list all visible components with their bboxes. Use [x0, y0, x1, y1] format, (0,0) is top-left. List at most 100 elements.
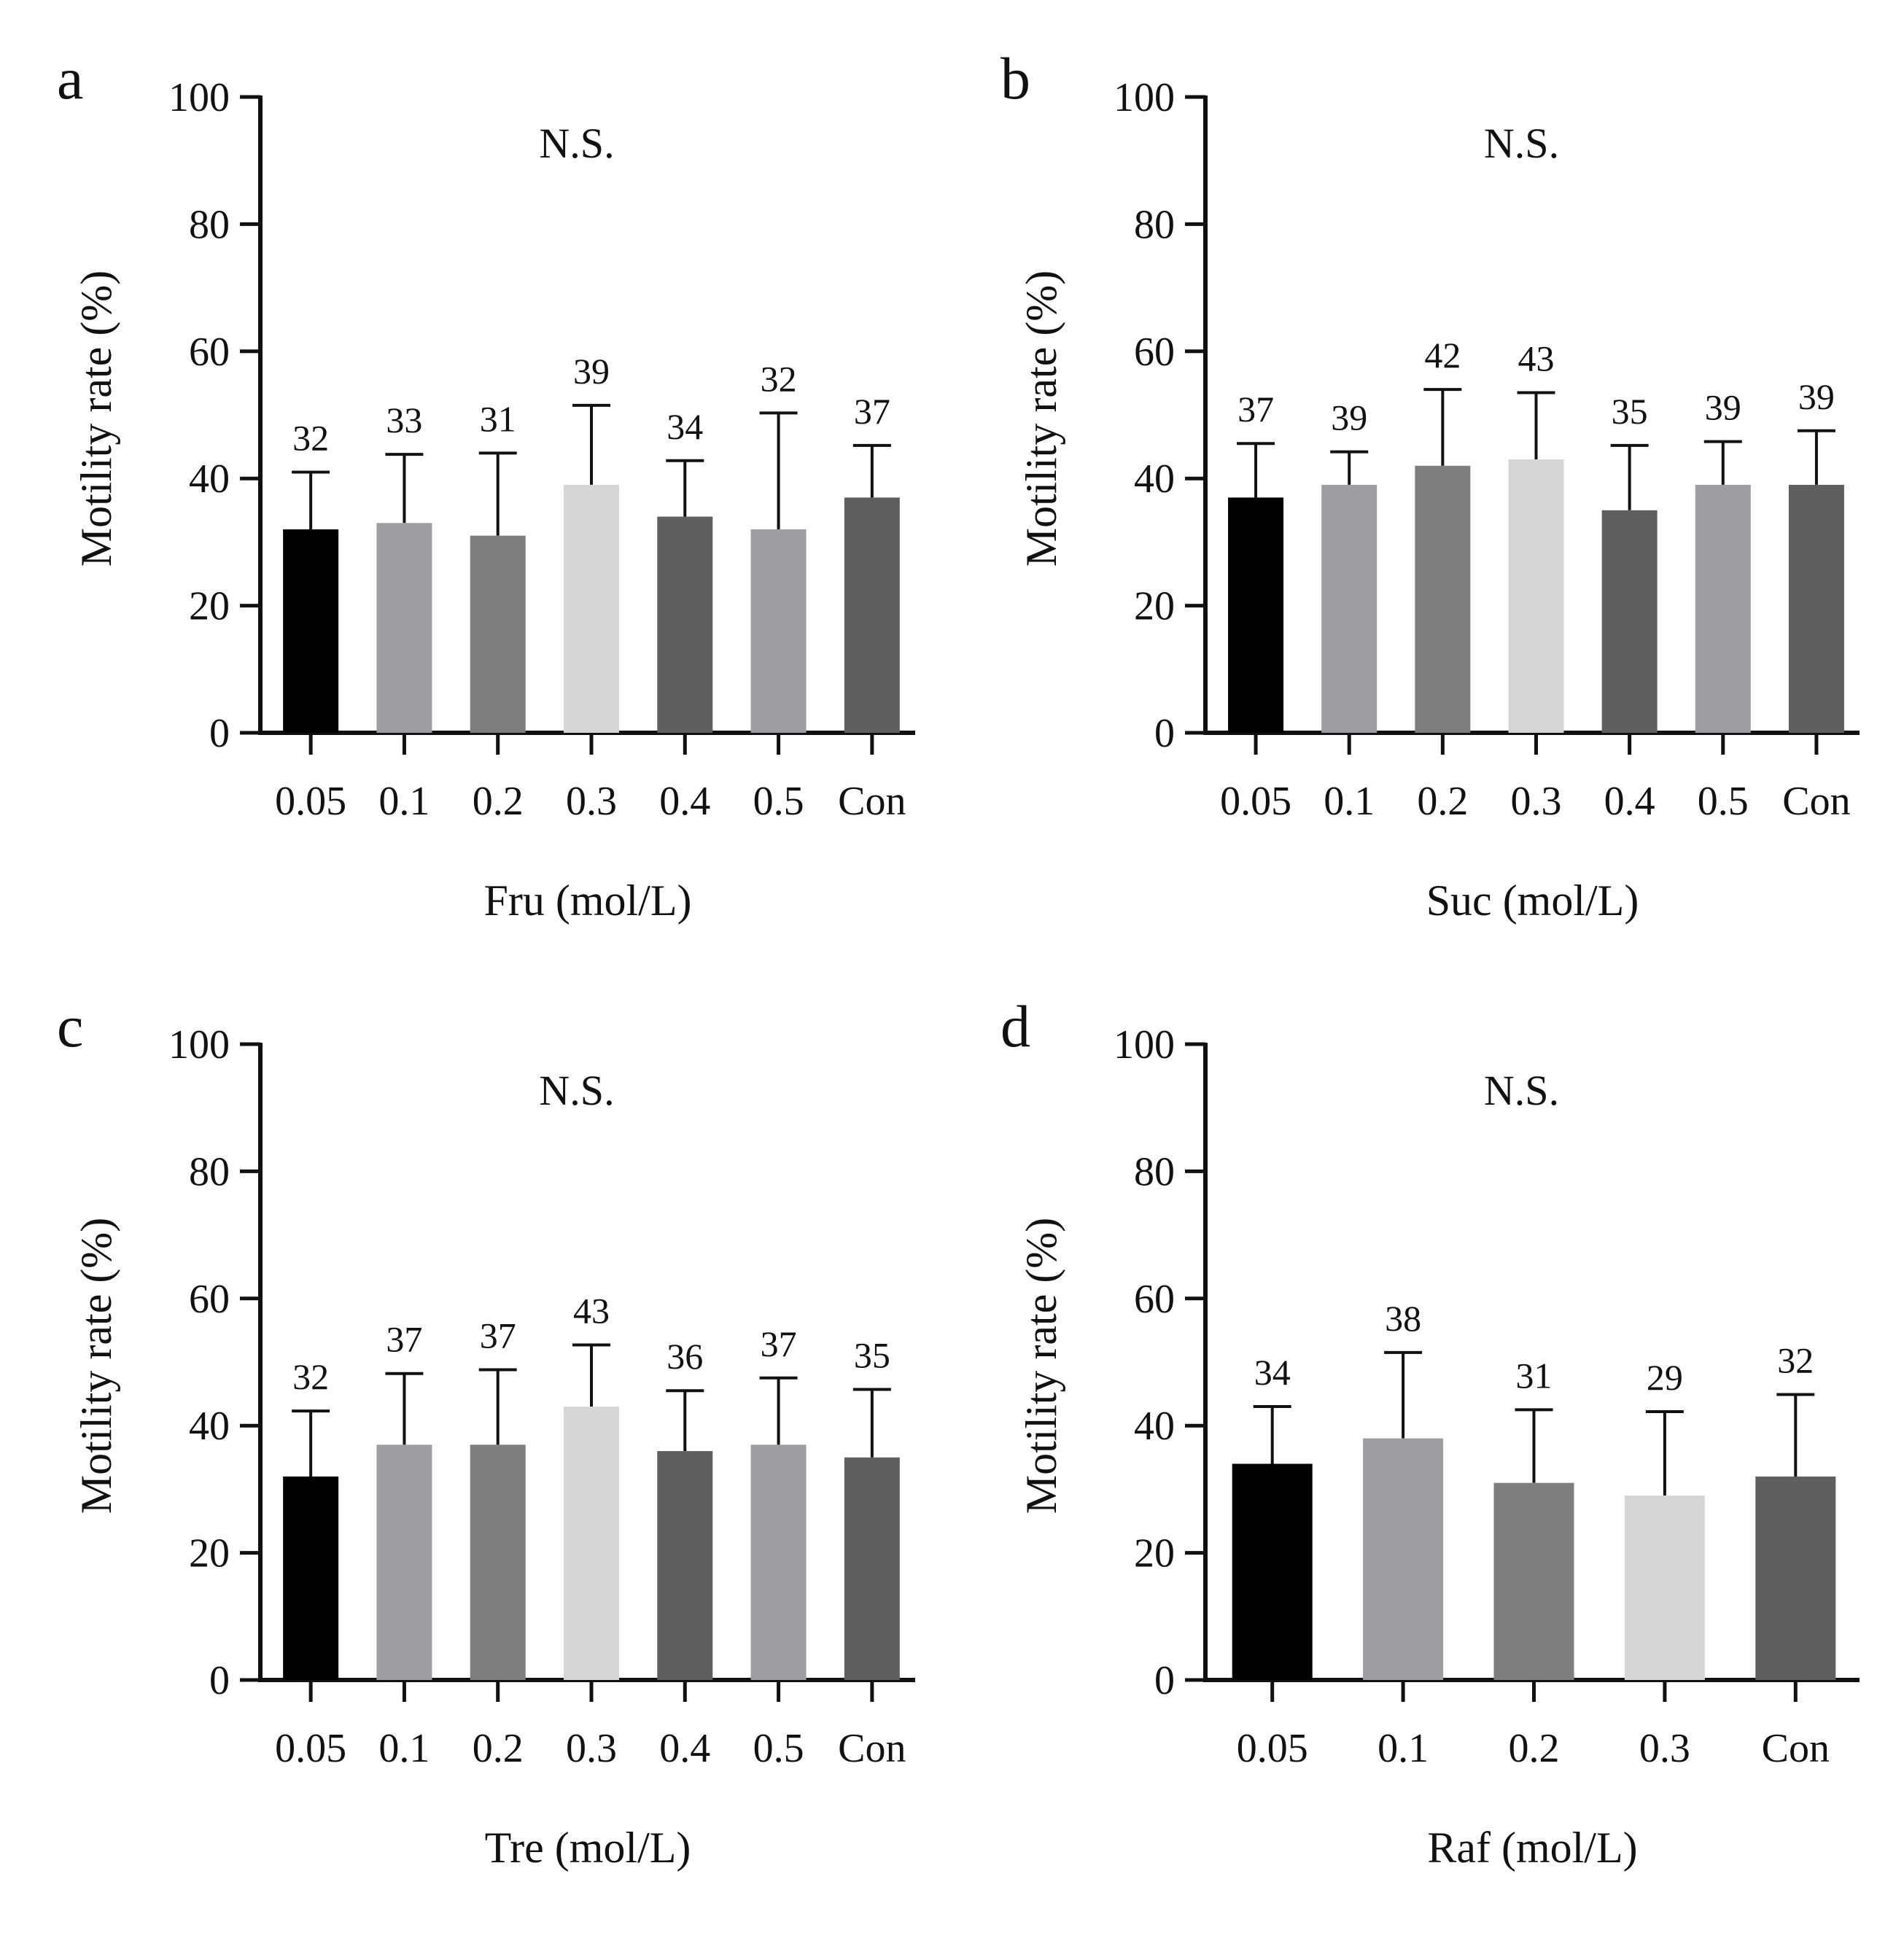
y-tick-label: 60: [1134, 1277, 1175, 1322]
bar: [1601, 510, 1658, 733]
y-tick-label: 80: [189, 1149, 230, 1194]
data-label: 39: [1331, 397, 1367, 438]
bar: [1232, 1463, 1313, 1680]
x-tick-label: Con: [838, 1726, 906, 1771]
x-axis-title: Raf (mol/L): [1427, 1824, 1637, 1872]
bar: [750, 1444, 807, 1680]
significance-label: N.S.: [539, 120, 614, 167]
bar: [1321, 484, 1378, 733]
data-label: 37: [480, 1315, 516, 1356]
x-tick-label: 0.2: [473, 779, 524, 824]
y-axis-title: Motility rate (%): [72, 1218, 120, 1514]
chart-panel-b: b 0 20 40 60 80 100 Motility rate (%) N.S. 37 0.05…: [1000, 45, 1860, 925]
significance-label: N.S.: [539, 1067, 614, 1114]
bar: [1493, 1482, 1574, 1680]
panel-letter: b: [1000, 45, 1030, 112]
bar: [283, 1476, 339, 1680]
bar: [1755, 1476, 1836, 1680]
panel-letter: a: [57, 45, 83, 112]
bar: [1415, 465, 1471, 733]
data-label: 35: [1612, 391, 1648, 432]
data-label: 31: [480, 398, 516, 439]
y-axis-title: Motility rate (%): [72, 271, 120, 567]
data-label: 37: [1237, 389, 1274, 429]
x-tick-label: 0.05: [1220, 779, 1291, 824]
x-tick-label: 0.5: [1698, 779, 1749, 824]
x-tick-label: 0.4: [1604, 779, 1655, 824]
data-label: 31: [1516, 1355, 1553, 1396]
chart-panel-c: c 0 20 40 60 80 100 Motility rate (%) N.S. 32 0.05…: [57, 993, 915, 1872]
y-tick-label: 100: [1114, 75, 1175, 120]
y-tick-label: 80: [1134, 1149, 1175, 1194]
x-tick-label: 0.3: [1511, 779, 1562, 824]
bar: [283, 529, 339, 733]
data-label: 39: [1798, 376, 1835, 417]
bar: [750, 529, 807, 733]
y-tick-label: 100: [168, 1022, 230, 1067]
y-tick-label: 20: [189, 584, 230, 629]
y-tick-label: 40: [1134, 456, 1175, 502]
data-label: 35: [854, 1334, 890, 1375]
x-axis-title: Tre (mol/L): [485, 1824, 691, 1872]
bar: [657, 1451, 713, 1680]
y-tick-label: 20: [1134, 584, 1175, 629]
y-tick-label: 0: [1154, 711, 1175, 756]
y-tick-label: 80: [1134, 202, 1175, 247]
data-label: 34: [1254, 1352, 1291, 1393]
data-label: 32: [1777, 1339, 1814, 1380]
y-tick-label: 60: [189, 1277, 230, 1322]
y-tick-label: 40: [189, 456, 230, 502]
bar: [564, 484, 619, 733]
bar: [376, 1444, 432, 1680]
x-tick-label: 0.3: [1639, 1726, 1690, 1771]
x-tick-label: 0.05: [275, 779, 346, 824]
x-tick-label: 0.1: [1324, 779, 1375, 824]
y-tick-label: 20: [189, 1531, 230, 1576]
y-axis-title: Motility rate (%): [1017, 1218, 1065, 1514]
y-tick-label: 40: [189, 1404, 230, 1449]
data-label: 37: [386, 1319, 422, 1360]
x-tick-label: 0.2: [1509, 1726, 1560, 1771]
bar: [1228, 497, 1284, 733]
chart-panel-d: d 0 20 40 60 80 100 Motility rate (%) N.S. 34 0.05…: [1000, 993, 1860, 1872]
data-label: 43: [573, 1290, 610, 1331]
bar: [564, 1407, 619, 1680]
bar: [844, 1457, 900, 1680]
data-label: 37: [761, 1323, 797, 1364]
x-tick-label: 0.5: [753, 1726, 804, 1771]
bar: [1695, 484, 1751, 733]
x-tick-label: 0.1: [378, 1726, 430, 1771]
data-label: 42: [1424, 335, 1461, 376]
y-tick-label: 40: [1134, 1404, 1175, 1449]
data-label: 34: [667, 406, 703, 447]
bar: [1508, 459, 1564, 733]
data-label: 36: [667, 1336, 703, 1377]
x-tick-label: 0.2: [473, 1726, 524, 1771]
data-label: 32: [292, 1356, 329, 1397]
x-tick-label: 0.2: [1417, 779, 1468, 824]
y-tick-label: 60: [189, 330, 230, 375]
x-tick-label: 0.5: [753, 779, 804, 824]
bar: [844, 497, 900, 733]
data-label: 32: [761, 358, 797, 399]
x-tick-label: 0.05: [1237, 1726, 1308, 1771]
y-tick-label: 0: [209, 1658, 230, 1703]
x-tick-label: 0.4: [659, 1726, 710, 1771]
x-tick-label: 0.05: [275, 1726, 346, 1771]
data-label: 33: [386, 400, 422, 440]
x-tick-label: Con: [1762, 1726, 1830, 1771]
x-tick-label: Con: [838, 779, 906, 824]
y-tick-label: 80: [189, 202, 230, 247]
y-tick-label: 100: [1114, 1022, 1175, 1067]
data-label: 43: [1518, 338, 1555, 378]
data-label: 39: [1705, 387, 1741, 428]
significance-label: N.S.: [1484, 1067, 1559, 1114]
bar: [1624, 1496, 1705, 1680]
data-label: 37: [854, 391, 890, 432]
data-label: 39: [573, 351, 610, 392]
x-axis-title: Suc (mol/L): [1426, 876, 1639, 925]
x-tick-label: Con: [1782, 779, 1850, 824]
bar: [376, 523, 432, 733]
